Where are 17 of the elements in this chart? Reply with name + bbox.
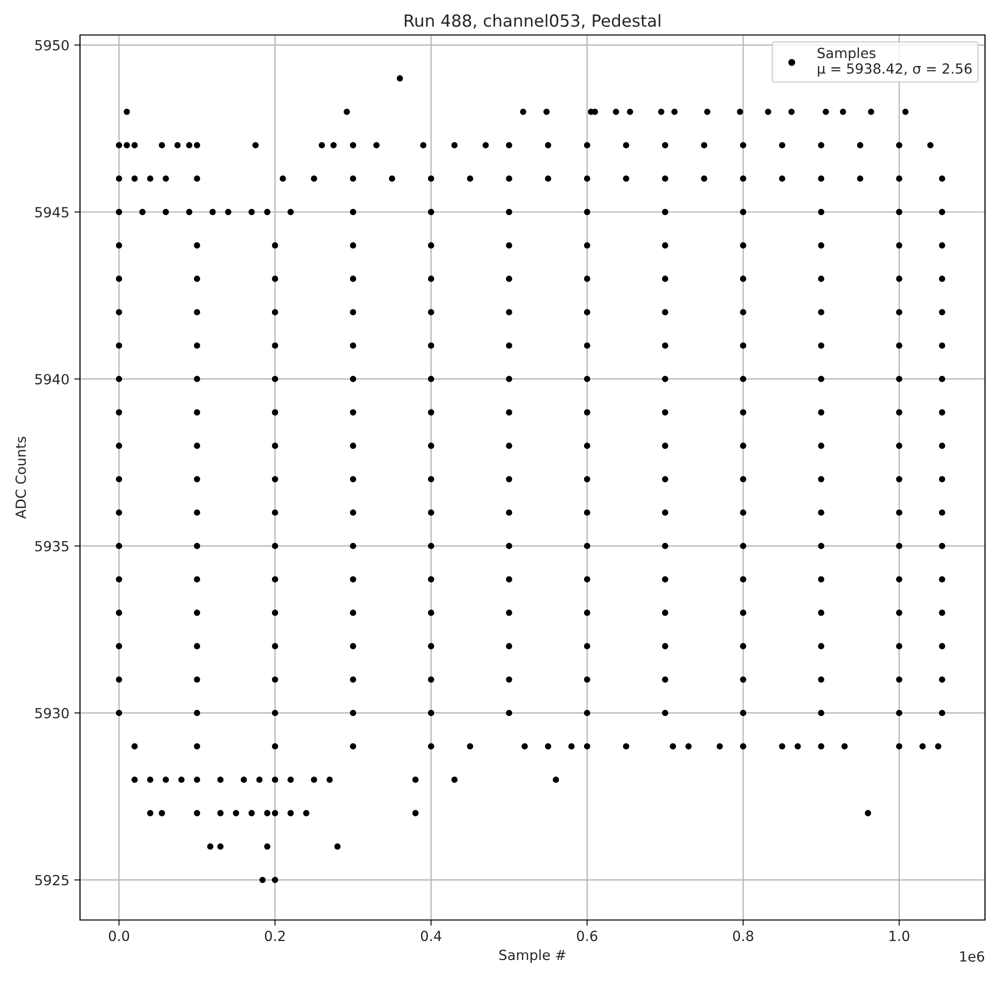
legend-label: Samples μ = 5938.42, σ = 2.56 <box>818 48 972 76</box>
x-tick-label: 0.0 <box>108 930 130 942</box>
x-axis-title: Sample # <box>499 949 566 963</box>
text: 1e6 <box>960 951 984 962</box>
x-tick-label: 0.2 <box>264 930 285 942</box>
y-tick-label: 5940 <box>35 374 69 384</box>
y-tick-label: 5950 <box>35 40 69 50</box>
y-tick-label: 5930 <box>35 708 69 718</box>
y-tick-label: 5925 <box>35 874 68 886</box>
x-tick-label: 1.0 <box>890 930 910 942</box>
y-tick-label: 5945 <box>35 206 68 218</box>
x-tick-label: 0.8 <box>733 930 754 942</box>
y-tick-label: 5935 <box>35 540 68 552</box>
y-axis-title: ADC Counts <box>15 436 26 519</box>
chart-title: Run 488, channel053, Pedestal <box>404 14 660 29</box>
x-tick-label: 0.6 <box>576 930 598 942</box>
x-tick-label: 0.4 <box>420 930 442 942</box>
